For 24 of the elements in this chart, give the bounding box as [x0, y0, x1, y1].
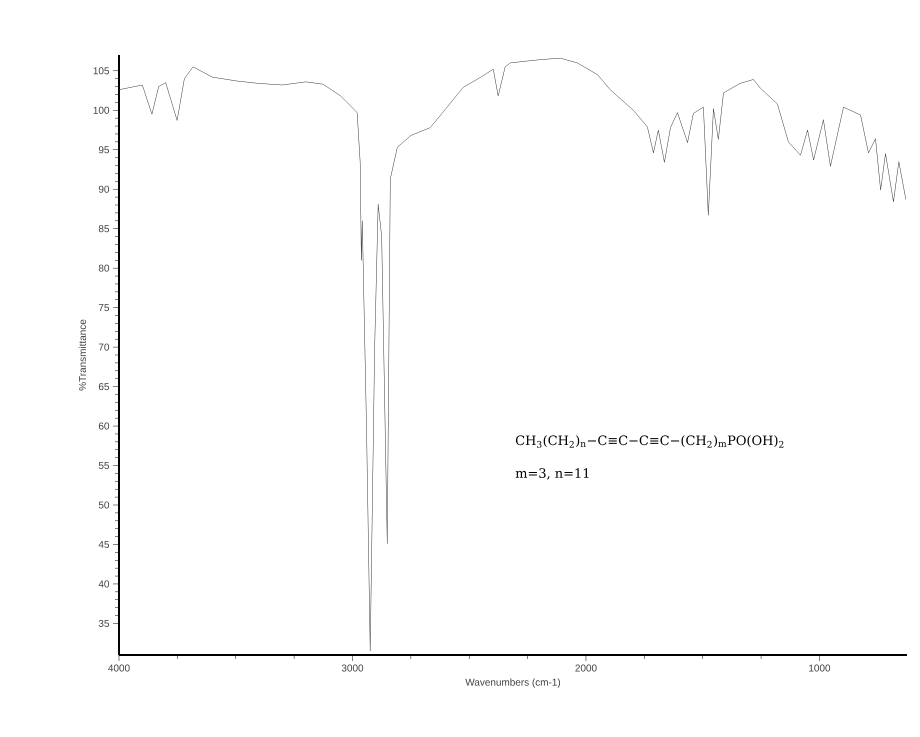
y-tick-label: 50 — [98, 501, 110, 509]
y-tick-label: 45 — [98, 540, 110, 548]
x-tick-label: 4000 — [108, 664, 130, 672]
y-tick-label: 105 — [94, 67, 110, 74]
y-tick-label: 100 — [94, 106, 110, 114]
y-axis-title: %Transmittance — [78, 320, 86, 390]
y-tick-label: 40 — [98, 580, 110, 588]
y-tick-label: 85 — [98, 225, 110, 232]
y-tick-label: 90 — [98, 186, 110, 193]
y-tick-label: 55 — [98, 462, 110, 469]
y-tick-label: 60 — [98, 422, 110, 430]
text: CH$_{3}$(CH$_{2}$)$_{n}$−C≡C−C≡C−(CH$_{2}$)$_{m}$PO(OH)$_{2}$ — [516, 435, 784, 448]
x-tick-label: 2000 — [575, 664, 597, 672]
y-tick-label: 80 — [98, 264, 110, 272]
x-tick-label: 3000 — [342, 664, 364, 672]
x-tick-label: 1000 — [809, 664, 830, 672]
y-tick-label: 95 — [98, 146, 110, 154]
annotation: m=3, n=11 — [516, 468, 589, 480]
y-tick-label: 35 — [98, 620, 110, 627]
line-series — [118, 58, 906, 652]
y-tick-label: 75 — [98, 304, 110, 312]
y-tick-label: 65 — [98, 383, 110, 390]
x-axis-title: Wavenumbers (cm-1) — [465, 678, 560, 688]
y-tick-label: 70 — [98, 344, 110, 351]
